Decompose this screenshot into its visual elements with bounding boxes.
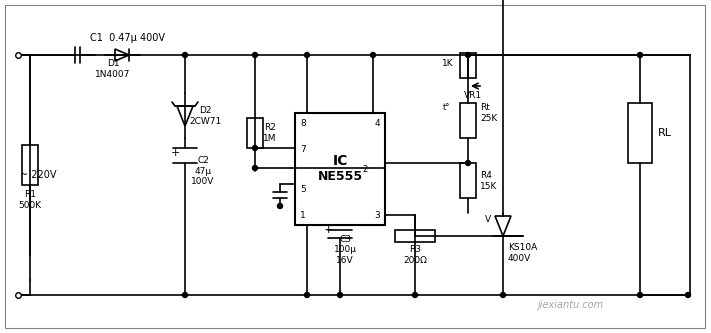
Text: 1: 1	[300, 210, 306, 219]
Text: D1
1N4007: D1 1N4007	[95, 59, 131, 79]
Text: RL: RL	[658, 128, 672, 138]
Text: C3
100μ
16V: C3 100μ 16V	[333, 235, 356, 265]
Bar	[22, 145, 38, 185]
Text: 1K: 1K	[442, 59, 454, 68]
Circle shape	[338, 292, 343, 297]
Text: +: +	[171, 148, 180, 158]
Circle shape	[638, 53, 643, 58]
Circle shape	[304, 292, 309, 297]
Circle shape	[304, 53, 309, 58]
Text: IC: IC	[332, 154, 348, 168]
Text: R2
1M: R2 1M	[263, 123, 277, 143]
Bar	[460, 163, 476, 198]
Text: C1  0.47μ 400V: C1 0.47μ 400V	[90, 33, 165, 43]
Circle shape	[412, 292, 417, 297]
Text: KS10A
400V: KS10A 400V	[508, 243, 538, 263]
Text: 8: 8	[300, 119, 306, 128]
Text: ~ 220V: ~ 220V	[20, 170, 56, 180]
Bar	[628, 103, 652, 163]
Circle shape	[638, 292, 643, 297]
Bar	[295, 113, 385, 225]
Circle shape	[370, 53, 375, 58]
Text: 5: 5	[300, 184, 306, 193]
Text: jiexiantu.com: jiexiantu.com	[537, 300, 603, 310]
Text: V: V	[485, 215, 491, 224]
Text: R3
200Ω: R3 200Ω	[403, 245, 427, 265]
Circle shape	[252, 53, 257, 58]
Text: t°: t°	[442, 104, 449, 113]
Circle shape	[466, 161, 471, 166]
Text: 4: 4	[374, 119, 380, 128]
Text: 2: 2	[362, 165, 368, 174]
Bar	[460, 53, 476, 78]
Text: 3: 3	[374, 210, 380, 219]
Circle shape	[252, 146, 257, 151]
Text: R4
15K: R4 15K	[480, 171, 498, 191]
Text: VR1: VR1	[464, 92, 482, 101]
Text: D2
2CW71: D2 2CW71	[189, 106, 221, 126]
Circle shape	[466, 53, 471, 58]
Circle shape	[183, 292, 188, 297]
Bar	[460, 103, 476, 138]
Bar	[247, 118, 263, 148]
Circle shape	[277, 203, 282, 208]
Circle shape	[252, 166, 257, 170]
Text: R1
500K: R1 500K	[18, 190, 41, 210]
Circle shape	[685, 292, 690, 297]
Bar	[395, 230, 435, 242]
Circle shape	[501, 292, 506, 297]
Text: NE555: NE555	[317, 170, 363, 183]
Text: +: +	[324, 225, 333, 235]
Text: Rt
25K: Rt 25K	[480, 103, 497, 123]
Text: C2
47μ
100V: C2 47μ 100V	[191, 156, 215, 186]
Text: 7: 7	[300, 145, 306, 154]
Circle shape	[183, 53, 188, 58]
